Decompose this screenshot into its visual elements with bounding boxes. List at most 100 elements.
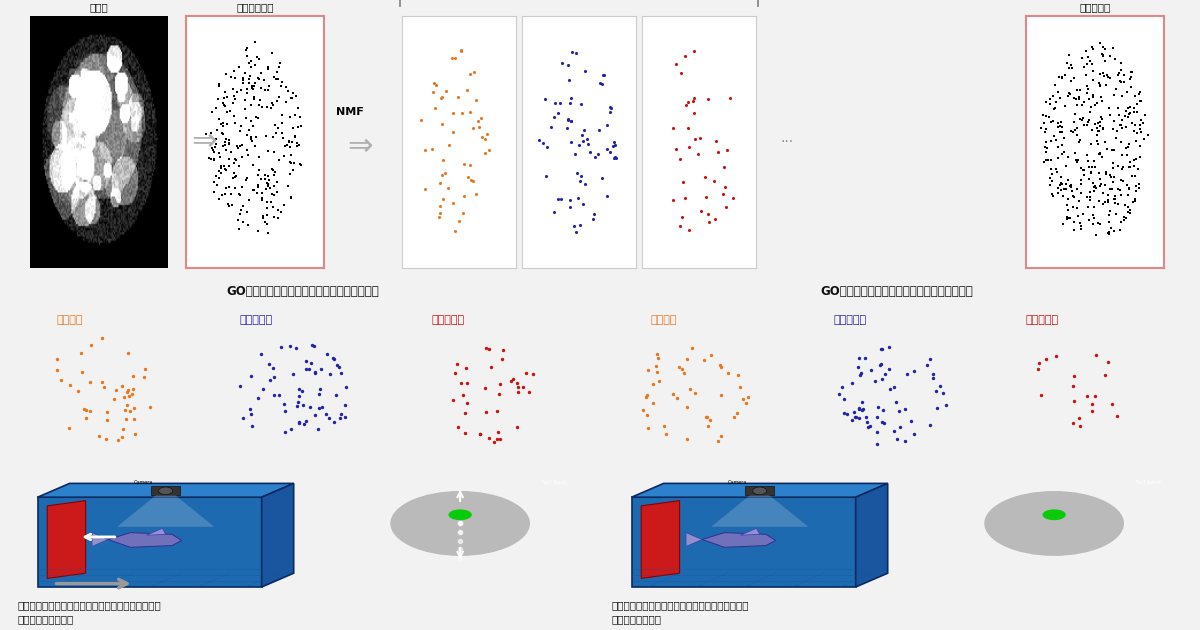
Point: [115, 405, 134, 415]
Point: [77, 405, 96, 415]
Point: [1117, 86, 1136, 96]
Point: [1079, 162, 1098, 172]
Point: [548, 108, 568, 118]
Point: [604, 153, 623, 163]
Point: [1126, 91, 1145, 101]
Point: [727, 408, 746, 418]
Point: [1085, 119, 1104, 129]
Point: [1085, 202, 1104, 212]
Point: [1042, 136, 1061, 146]
Point: [252, 195, 271, 205]
Point: [1093, 123, 1112, 133]
Point: [1100, 184, 1120, 194]
Point: [223, 200, 242, 210]
Point: [936, 399, 955, 410]
Point: [308, 424, 328, 434]
Point: [238, 84, 257, 94]
Point: [114, 425, 133, 435]
Point: [281, 169, 300, 180]
Point: [1115, 215, 1134, 225]
Point: [240, 74, 259, 84]
Point: [1057, 214, 1076, 224]
Point: [1054, 147, 1073, 157]
Point: [1121, 67, 1140, 77]
Point: [104, 394, 124, 404]
Text: 検出した細胞: 検出した細胞: [236, 3, 274, 13]
Point: [431, 178, 450, 188]
Point: [310, 403, 329, 413]
Polygon shape: [47, 501, 85, 578]
Point: [1052, 127, 1072, 137]
Point: [569, 140, 588, 151]
Point: [1066, 125, 1085, 135]
Point: [331, 409, 350, 419]
Point: [1051, 171, 1070, 181]
Text: 予測誤差: 予測誤差: [56, 316, 84, 325]
Point: [1057, 212, 1076, 222]
Text: 尻尾の振りに応じて、ディスプレーに映された景色
が後方に移動する。: 尻尾の振りに応じて、ディスプレーに映された景色 が後方に移動する。: [18, 600, 162, 624]
Point: [710, 360, 730, 370]
Point: [1098, 70, 1117, 80]
Point: [706, 214, 725, 224]
Point: [1079, 84, 1098, 94]
Point: [275, 151, 294, 161]
Point: [205, 154, 224, 164]
Point: [223, 173, 242, 183]
Point: [1074, 164, 1093, 175]
Point: [1104, 116, 1123, 126]
Point: [1069, 197, 1088, 207]
Point: [1105, 54, 1124, 64]
Point: [695, 355, 714, 365]
Point: [234, 78, 253, 88]
Point: [294, 400, 313, 410]
Point: [1098, 197, 1117, 207]
Point: [1118, 112, 1138, 122]
Text: 青色は危険: 青色は危険: [834, 316, 868, 325]
Point: [578, 139, 598, 149]
Point: [445, 52, 464, 62]
Point: [1051, 117, 1070, 127]
Point: [736, 398, 755, 408]
Point: [68, 386, 88, 396]
Point: [1118, 103, 1138, 113]
Point: [236, 175, 256, 185]
Point: [1092, 112, 1111, 122]
Point: [688, 149, 707, 159]
Point: [575, 125, 594, 135]
Point: [263, 48, 282, 58]
Point: [1108, 198, 1127, 209]
Point: [82, 340, 101, 350]
Point: [557, 123, 576, 133]
Point: [1078, 59, 1097, 69]
Point: [205, 147, 224, 157]
Point: [218, 198, 238, 209]
Point: [1051, 185, 1070, 195]
Point: [226, 171, 245, 181]
Point: [491, 433, 510, 444]
Point: [1049, 142, 1068, 152]
Point: [223, 98, 242, 108]
Point: [1138, 130, 1157, 140]
Point: [1074, 120, 1093, 130]
Point: [253, 211, 272, 221]
Point: [224, 110, 244, 120]
Point: [48, 365, 67, 375]
Point: [205, 142, 224, 152]
Point: [589, 149, 608, 159]
Point: [1123, 171, 1142, 181]
Point: [508, 422, 527, 432]
Point: [485, 437, 504, 447]
Point: [712, 432, 731, 442]
Point: [464, 67, 484, 77]
Point: [1058, 91, 1078, 101]
Point: [1048, 183, 1067, 193]
Point: [238, 207, 257, 217]
Point: [206, 134, 226, 144]
Point: [209, 114, 228, 124]
Point: [1100, 51, 1120, 61]
Point: [1061, 126, 1080, 136]
Point: [1108, 126, 1127, 136]
Point: [1130, 87, 1150, 97]
Point: [1063, 127, 1082, 137]
Point: [1112, 164, 1132, 174]
